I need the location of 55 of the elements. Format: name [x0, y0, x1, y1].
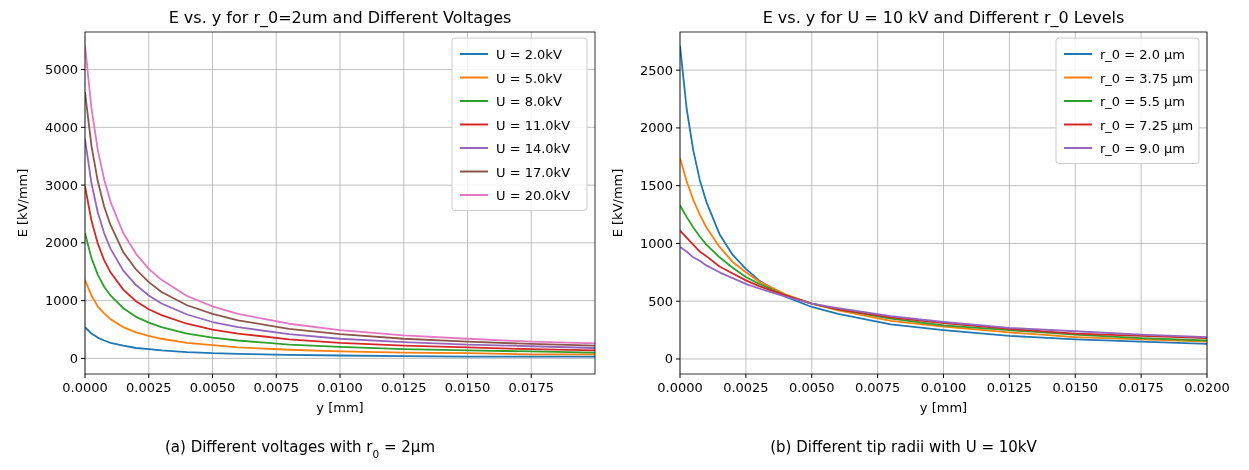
- line-series: [85, 278, 595, 356]
- y-tick-label: 2000: [639, 120, 673, 136]
- x-tick-label: 0.0175: [508, 380, 554, 395]
- line-series: [85, 232, 595, 354]
- y-tick-label: 500: [648, 293, 673, 309]
- chart-title: E vs. y for r_0=2um and Different Voltages: [168, 8, 512, 28]
- y-tick-label: 4000: [44, 119, 78, 135]
- legend-label: r_0 = 9.0 µm: [1100, 141, 1186, 156]
- y-tick-label: 1000: [44, 293, 78, 309]
- text: (b) Different tip radii with U = 10kV: [770, 438, 1038, 456]
- x-tick-label: 0.0025: [723, 380, 769, 395]
- x-tick-label: 0.0075: [854, 380, 901, 395]
- x-tick-label: 0.0150: [444, 380, 491, 395]
- legend-label: r_0 = 7.25 µm: [1100, 117, 1194, 133]
- y-tick-label: 2000: [44, 235, 78, 251]
- legend-label: r_0 = 5.5 µm: [1100, 94, 1186, 109]
- x-tick-label: 0.0050: [189, 380, 236, 395]
- x-tick-label: 0.0100: [317, 380, 363, 395]
- legend-label: U = 5.0kV: [496, 70, 562, 86]
- legend-label: r_0 = 2.0 µm: [1100, 47, 1186, 62]
- legend-label: U = 8.0kV: [496, 94, 562, 109]
- legend-label: U = 2.0kV: [496, 47, 562, 62]
- y-tick-label: 1000: [639, 235, 673, 251]
- y-tick-label: 3000: [44, 177, 78, 193]
- x-axis-title: y [mm]: [316, 400, 364, 415]
- line-series: [85, 326, 595, 358]
- y-axis-title: E [kV/mm]: [15, 168, 30, 238]
- line-series: [680, 229, 1207, 340]
- y-axis-title: E [kV/mm]: [610, 168, 625, 238]
- line-series: [680, 157, 1207, 343]
- legend-label: U = 11.0kV: [496, 117, 571, 133]
- x-tick-label: 0.0075: [253, 380, 299, 395]
- y-tick-label: 1500: [639, 178, 673, 194]
- line-series: [680, 246, 1207, 338]
- y-tick-label: 2500: [639, 62, 673, 78]
- legend-label: U = 17.0kV: [496, 164, 571, 180]
- legend-label: r_0 = 3.75 µm: [1100, 70, 1194, 86]
- x-tick-label: 0.0025: [126, 380, 172, 395]
- y-tick-label: 0: [664, 351, 673, 367]
- x-axis-title: y [mm]: [919, 400, 968, 415]
- y-tick-label: 5000: [44, 62, 78, 78]
- text: (a) Different voltages with r$_{0}$ = 2μm: [164, 438, 436, 460]
- chart-title: E vs. y for U = 10 kV and Different r_0 Levels: [762, 8, 1125, 28]
- x-tick-label: 0.0125: [986, 380, 1033, 395]
- x-tick-label: 0.0050: [789, 380, 835, 395]
- x-tick-label: 0.0100: [920, 380, 967, 395]
- x-tick-label: 0.0175: [1118, 380, 1164, 395]
- x-tick-label: 0.0150: [1052, 380, 1098, 395]
- legend-label: U = 20.0kV: [496, 188, 571, 203]
- y-tick-label: 0: [69, 350, 78, 366]
- legend-label: U = 14.0kV: [496, 141, 571, 156]
- x-tick-label: 0.0200: [1184, 380, 1230, 395]
- x-tick-label: 0.0000: [62, 380, 108, 395]
- x-tick-label: 0.0000: [657, 380, 703, 395]
- x-tick-label: 0.0125: [381, 380, 427, 395]
